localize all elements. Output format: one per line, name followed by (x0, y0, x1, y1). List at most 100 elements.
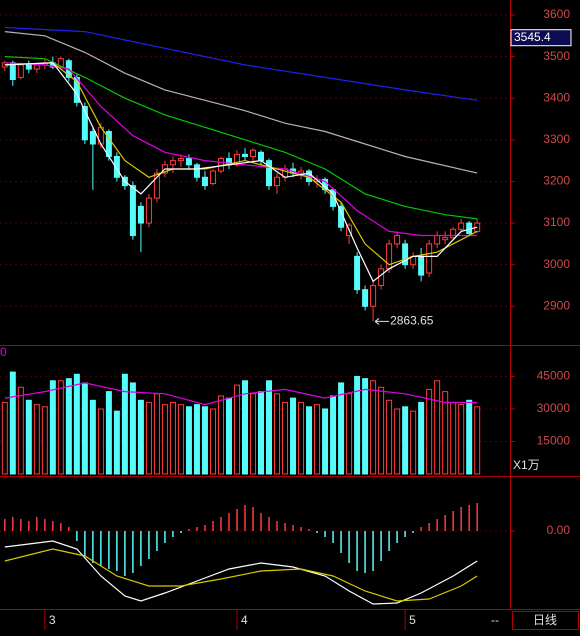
candle-body (153, 172, 160, 199)
volume-bar (442, 391, 449, 475)
volume-bar (354, 375, 361, 475)
candle-body (169, 160, 176, 166)
indicator-line (4, 382, 478, 406)
volume-bar (282, 401, 289, 475)
candle-body (354, 255, 361, 291)
volume-bar (145, 401, 152, 475)
volume-bar (241, 380, 248, 475)
volume-bar (137, 399, 144, 475)
volume-bar (314, 404, 321, 475)
candle-body (418, 255, 425, 276)
status-label: -- (491, 613, 499, 627)
candle-body (89, 131, 96, 145)
candle-body (113, 155, 120, 178)
volume-bar (25, 399, 32, 475)
annotation-arrow (374, 318, 390, 325)
volume-bar (474, 406, 481, 475)
volume-bar (394, 408, 401, 475)
volume-bar (378, 386, 385, 475)
volume-bar (249, 393, 256, 475)
volume-bar (402, 406, 409, 475)
y-tick-label: 3600 (543, 7, 570, 21)
volume-bar (153, 393, 160, 475)
y-tick-label: 45000 (537, 369, 571, 383)
volume-bar (298, 401, 305, 475)
candle-body (450, 228, 457, 239)
candle-body (57, 58, 64, 68)
candle-body (274, 176, 281, 187)
volume-bar (434, 380, 441, 475)
candle-body (193, 164, 200, 178)
volume-bar (185, 406, 192, 475)
candle-body (402, 243, 409, 266)
y-tick-label: 3500 (543, 49, 570, 63)
volume-bar (233, 384, 240, 475)
volume-bar (338, 382, 345, 475)
volume-bar (33, 404, 40, 475)
volume-bar (458, 404, 465, 475)
candle-body (137, 205, 144, 224)
period-label[interactable]: 日线 (533, 613, 557, 627)
volume-bar (113, 410, 120, 475)
volume-bar (17, 386, 24, 475)
candle-body (266, 160, 273, 187)
indicator-line (4, 31, 478, 174)
indicator-line (4, 62, 478, 266)
volume-unit-label: X1万 (513, 458, 540, 472)
volume-bar (450, 401, 457, 475)
indicator-line (4, 56, 478, 220)
volume-bar (330, 395, 337, 475)
y-tick-label: 3100 (543, 215, 570, 229)
volume-bar (177, 404, 184, 475)
volume-bar (65, 378, 72, 475)
volume-bar (362, 378, 369, 475)
candle-body (362, 289, 369, 307)
candle-body (201, 176, 208, 187)
candle-body (129, 185, 136, 237)
period-box (512, 611, 579, 630)
volume-bar (1, 401, 8, 475)
volume-bar (217, 395, 224, 475)
volume-bar (466, 399, 473, 475)
candle-body (249, 149, 256, 157)
candle-body (25, 64, 32, 70)
candle-body (9, 62, 16, 80)
candle-body (241, 153, 248, 157)
indicator-line (4, 62, 478, 283)
volume-bar (121, 373, 128, 475)
candle-body (458, 222, 465, 230)
volume-bar (49, 380, 56, 475)
volume-bar (105, 391, 112, 475)
x-tick-label: 3 (49, 613, 56, 627)
indicator-line (4, 26, 478, 101)
candle-body (233, 153, 240, 166)
candle-body (258, 151, 265, 162)
candle-body (442, 237, 449, 241)
volume-bar (193, 404, 200, 475)
candle-body (33, 64, 40, 70)
indicator-line (4, 62, 478, 237)
y-tick-label: 2900 (543, 298, 570, 312)
volume-bar (201, 406, 208, 475)
volume-head-label: 0 (0, 345, 7, 359)
price-marker (510, 29, 572, 47)
candle-body (17, 64, 24, 78)
volume-bar (290, 397, 297, 475)
indicator-line (4, 548, 478, 602)
volume-bar (370, 380, 377, 475)
volume-bar (266, 380, 273, 475)
candle-body (370, 284, 377, 307)
price-marker-label: 3545.4 (514, 30, 551, 44)
volume-bar (41, 406, 48, 475)
volume-bar (426, 388, 433, 475)
candle-body (209, 170, 216, 185)
volume-bar (258, 391, 265, 475)
volume-bar (386, 399, 393, 475)
volume-bar (418, 401, 425, 475)
x-tick-label: 5 (409, 613, 416, 627)
y-tick-label: 3300 (543, 132, 570, 146)
candle-body (434, 235, 441, 245)
